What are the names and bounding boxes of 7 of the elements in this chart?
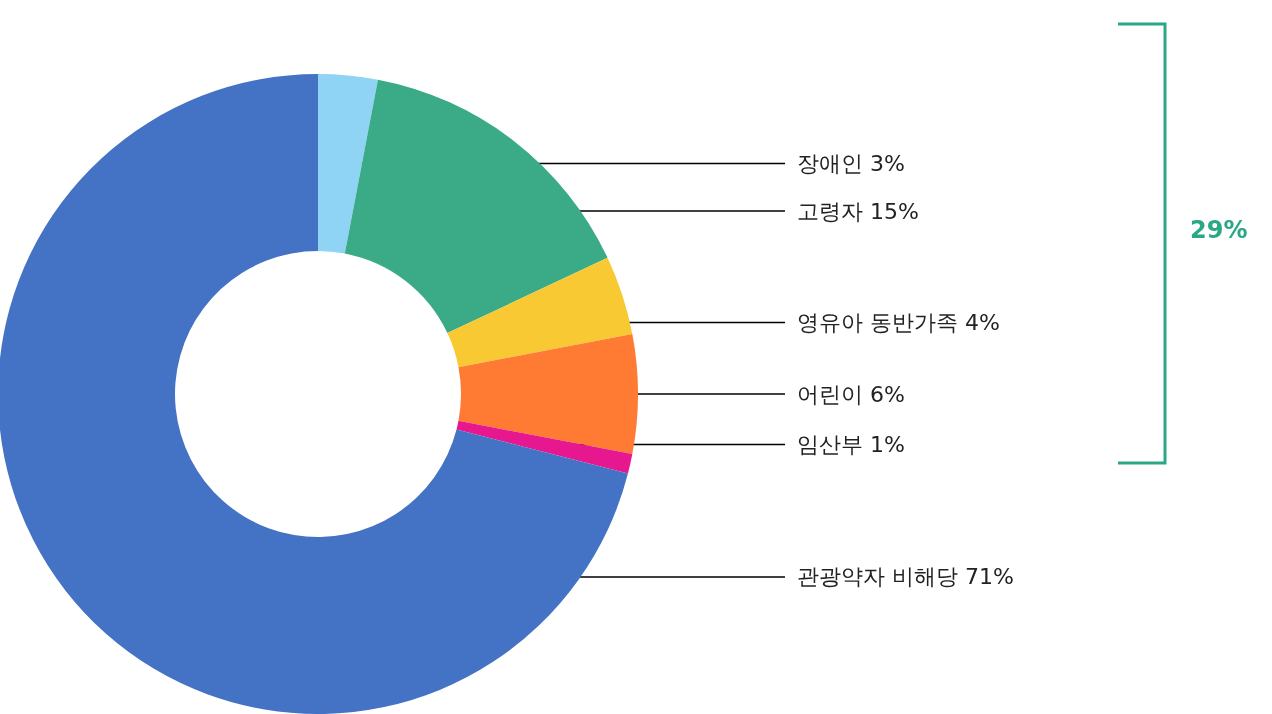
slice-label: 영유아 동반가족 4%: [797, 309, 1000, 335]
slice-label: 어린이 6%: [797, 381, 905, 407]
slice-label: 고령자 15%: [797, 198, 919, 224]
text: 29%: [1190, 216, 1248, 244]
slice-label: 관광약자 비해당 71%: [797, 564, 1014, 590]
slice-label: 임산부 1%: [797, 432, 905, 457]
slice-label: 장애인 3%: [797, 151, 905, 177]
